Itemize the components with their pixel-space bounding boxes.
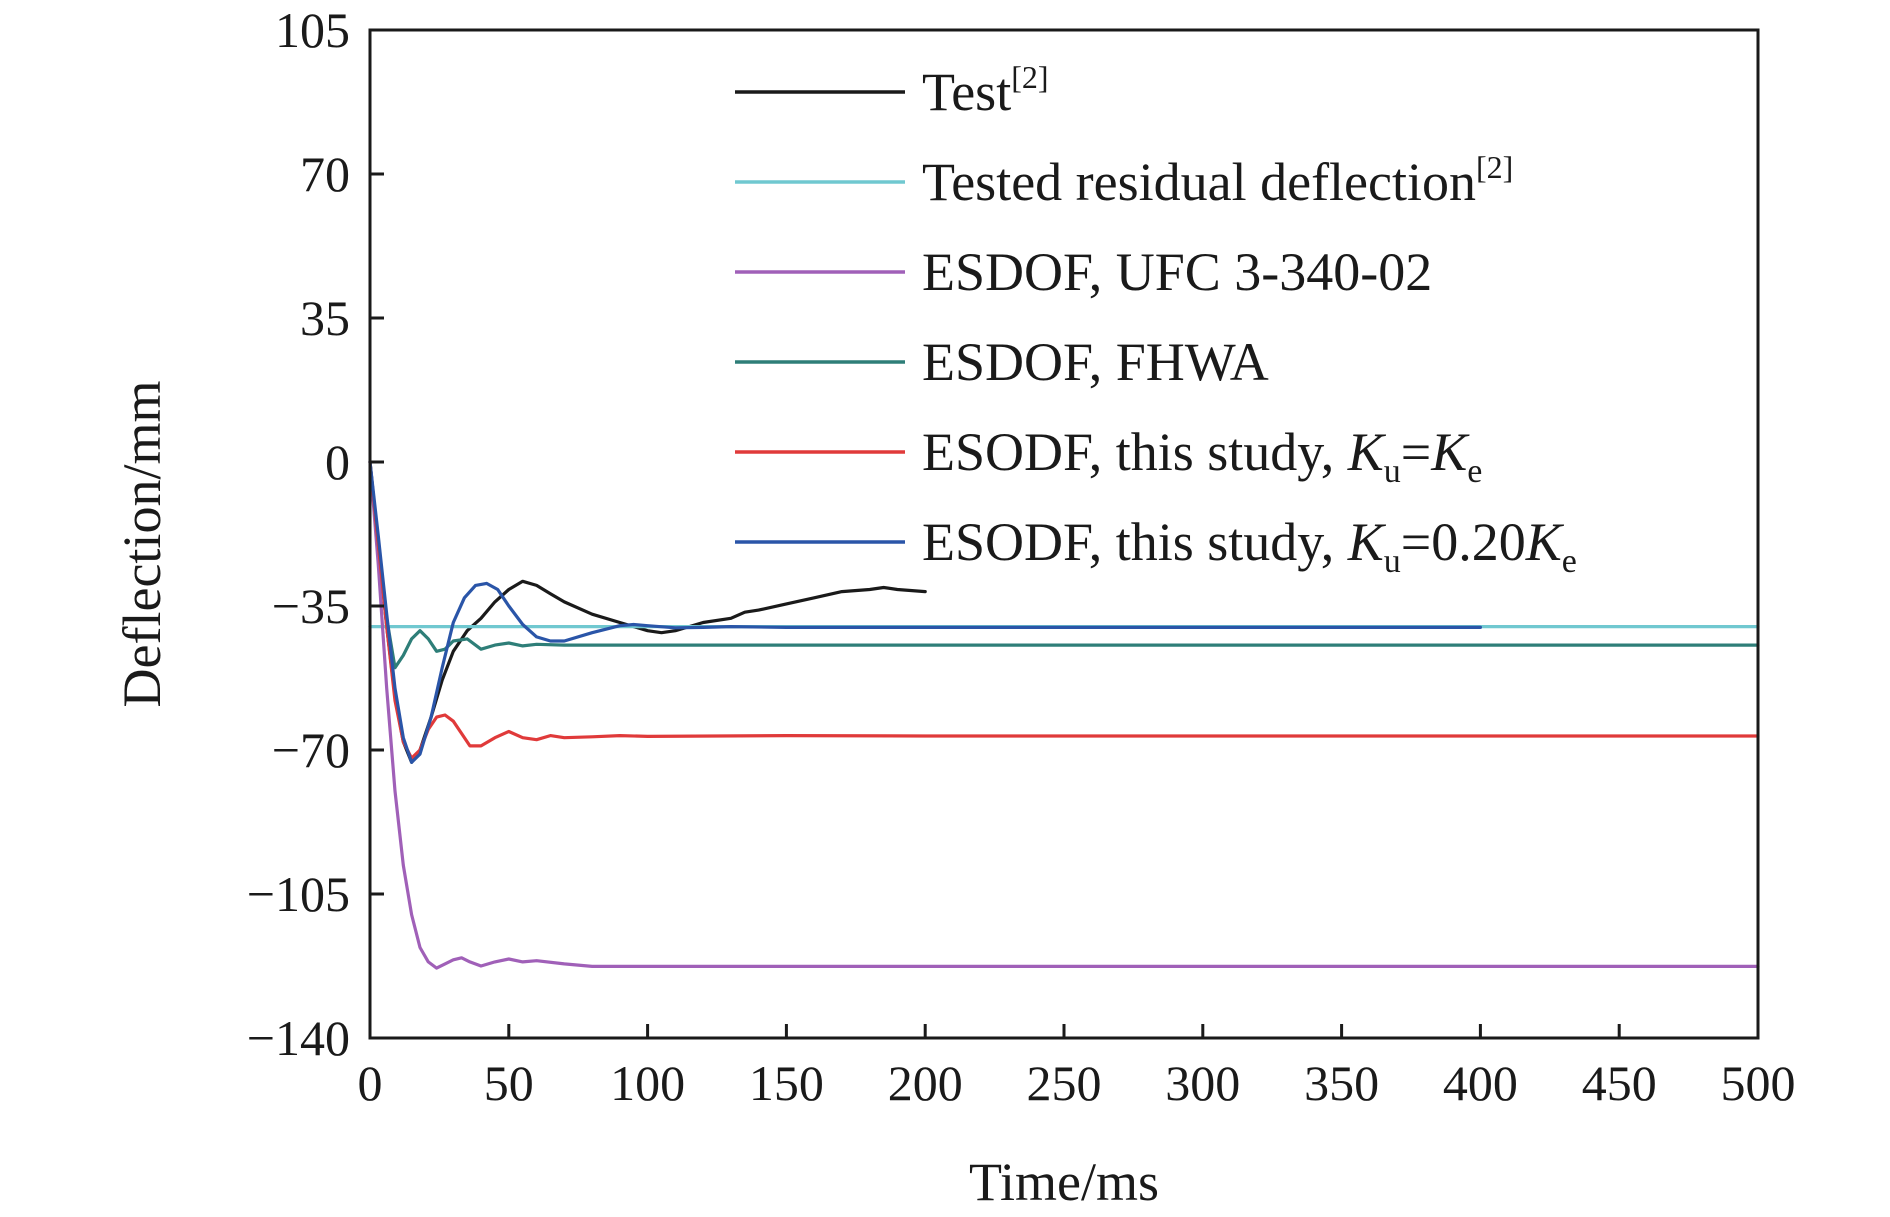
y-tick-label: 35 xyxy=(300,290,350,346)
y-tick-label: −70 xyxy=(272,722,350,778)
plot-area xyxy=(368,460,1760,970)
x-tick-label: 0 xyxy=(358,1055,383,1111)
x-tick-label: 500 xyxy=(1721,1055,1796,1111)
y-axis-title: Deflection/mm xyxy=(112,381,172,708)
legend-label-4: ESODF, this study, Ku=Ke xyxy=(922,422,1482,490)
series-line-3 xyxy=(368,460,1760,670)
legend-label-1: Tested residual deflection[2] xyxy=(922,149,1513,212)
legend: Test[2] Tested residual deflection[2] ESDO… xyxy=(735,59,1577,580)
series-layer xyxy=(368,460,1760,970)
x-axis-title: Time/ms xyxy=(969,1152,1159,1212)
legend-label-0: Test[2] xyxy=(922,59,1049,122)
legend-label-2: ESDOF, UFC 3-340-02 xyxy=(922,242,1432,302)
y-tick-label: −35 xyxy=(272,578,350,634)
x-tick-label: 400 xyxy=(1443,1055,1518,1111)
legend-label-3: ESDOF, FHWA xyxy=(922,332,1269,392)
x-tick-label: 350 xyxy=(1304,1055,1379,1111)
ticks-layer: 0 50 100 150 200 250 300 350 400 450 50010570350−3… xyxy=(247,2,1796,1111)
y-tick-label: 70 xyxy=(300,146,350,202)
series-line-4 xyxy=(368,460,1760,760)
y-tick-label: 105 xyxy=(275,2,350,58)
series-line-5 xyxy=(368,460,1482,764)
y-tick-label: −105 xyxy=(247,866,350,922)
x-tick-label: 450 xyxy=(1582,1055,1657,1111)
x-tick-label: 100 xyxy=(610,1055,685,1111)
x-tick-label: 200 xyxy=(888,1055,963,1111)
legend-label-5: ESODF, this study, Ku=0.20Ke xyxy=(922,512,1577,580)
x-tick-label: 250 xyxy=(1027,1055,1102,1111)
x-tick-label: 150 xyxy=(749,1055,824,1111)
x-tick-label: 50 xyxy=(484,1055,534,1111)
series-line-0 xyxy=(368,460,927,764)
x-tick-label: 300 xyxy=(1165,1055,1240,1111)
series-line-2 xyxy=(368,460,1760,970)
y-tick-label: −140 xyxy=(247,1010,350,1066)
y-tick-label: 0 xyxy=(325,434,350,490)
